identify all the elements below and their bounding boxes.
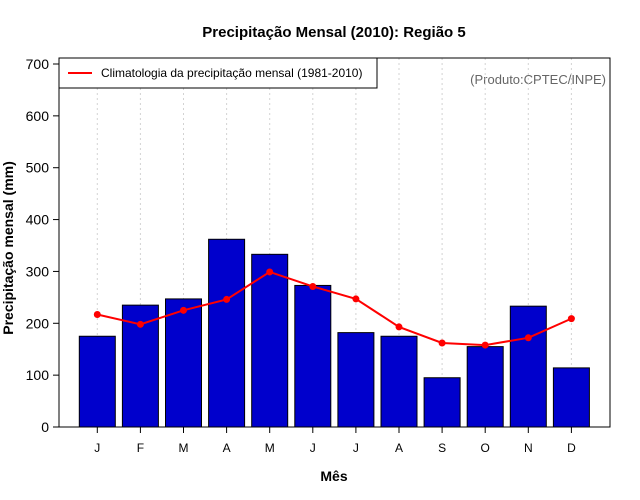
climatology-point xyxy=(136,320,144,328)
climatology-point xyxy=(567,315,575,323)
credit-text: (Produto:CPTEC/INPE) xyxy=(470,72,606,87)
bar xyxy=(509,305,547,428)
x-tick-label: M xyxy=(179,441,189,455)
x-tick-label: D xyxy=(567,441,576,455)
grid-lines xyxy=(96,58,572,427)
x-tick-label: M xyxy=(265,441,275,455)
y-tick-label: 100 xyxy=(26,367,50,383)
legend-label: Climatologia da precipitação mensal (198… xyxy=(101,66,362,80)
bar xyxy=(208,238,246,428)
x-tick-label: O xyxy=(481,441,490,455)
climatology-series xyxy=(93,268,575,349)
x-axis-label: Mês xyxy=(320,468,347,484)
climatology-point xyxy=(524,334,532,342)
climatology-point xyxy=(438,339,446,347)
y-tick-label: 300 xyxy=(26,263,50,279)
climatology-point xyxy=(309,282,317,290)
climatology-line xyxy=(97,270,572,347)
x-tick-label: J xyxy=(353,441,359,455)
climatology-point xyxy=(180,306,187,314)
legend-box xyxy=(58,57,378,89)
x-tick-label: N xyxy=(524,441,533,455)
climatology-point xyxy=(223,295,231,303)
y-tick-label: 0 xyxy=(41,419,49,435)
bar xyxy=(423,377,461,428)
chart-title: Precipitação Mensal (2010): Região 5 xyxy=(202,24,465,41)
climatology-point xyxy=(481,341,489,349)
y-tick-label: 500 xyxy=(26,160,50,176)
y-axis-label: Precipitação mensal (mm) xyxy=(0,161,16,335)
bar xyxy=(294,284,332,428)
x-tick-label: J xyxy=(310,441,316,455)
x-tick-label: A xyxy=(223,441,231,455)
legend: Climatologia da precipitação mensal (198… xyxy=(58,57,378,89)
bar xyxy=(337,332,375,428)
axes: 0 100 200 300 400 500 600 700 J F M A M J J A S O N D xyxy=(26,56,576,455)
climatology-point xyxy=(266,268,274,276)
x-tick-label: S xyxy=(438,441,446,455)
y-tick-label: 700 xyxy=(26,56,50,72)
bar xyxy=(552,367,590,428)
bar xyxy=(78,335,116,428)
x-tick-label: F xyxy=(137,441,144,455)
x-tick-label: J xyxy=(94,441,100,455)
climatology-point xyxy=(395,323,403,331)
y-tick-label: 400 xyxy=(26,212,50,228)
y-tick-label: 600 xyxy=(26,108,50,124)
bar-series xyxy=(78,238,590,428)
x-tick-label: A xyxy=(395,441,403,455)
bar xyxy=(380,335,418,428)
bar xyxy=(466,346,504,428)
climatology-point xyxy=(352,295,360,303)
y-tick-label: 200 xyxy=(26,315,50,331)
climatology-point xyxy=(93,310,101,318)
bar xyxy=(165,298,202,428)
